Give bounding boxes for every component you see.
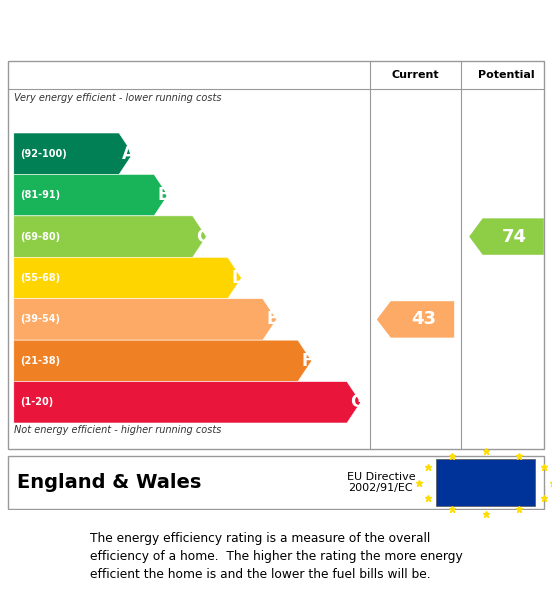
Text: G: G bbox=[351, 394, 364, 411]
Polygon shape bbox=[14, 257, 242, 299]
Text: 43: 43 bbox=[411, 310, 436, 329]
Text: (39-54): (39-54) bbox=[20, 314, 60, 324]
Polygon shape bbox=[14, 299, 277, 340]
Text: D: D bbox=[231, 269, 245, 287]
Text: (69-80): (69-80) bbox=[20, 232, 61, 242]
Text: (21-38): (21-38) bbox=[20, 356, 61, 366]
Text: Energy Efficiency Rating: Energy Efficiency Rating bbox=[11, 15, 337, 39]
Polygon shape bbox=[14, 340, 312, 381]
Text: (81-91): (81-91) bbox=[20, 190, 61, 200]
Text: (1-20): (1-20) bbox=[20, 397, 54, 407]
Text: Not energy efficient - higher running costs: Not energy efficient - higher running co… bbox=[14, 425, 221, 435]
Bar bbox=[436, 459, 535, 506]
Text: Very energy efficient - lower running costs: Very energy efficient - lower running co… bbox=[14, 93, 221, 103]
Polygon shape bbox=[14, 175, 168, 216]
Text: EU Directive
2002/91/EC: EU Directive 2002/91/EC bbox=[347, 471, 415, 493]
Text: The energy efficiency rating is a measure of the overall
efficiency of a home.  : The energy efficiency rating is a measur… bbox=[89, 532, 463, 581]
Text: (92-100): (92-100) bbox=[20, 149, 67, 159]
Text: F: F bbox=[301, 352, 312, 370]
Text: Current: Current bbox=[392, 70, 439, 80]
Text: 74: 74 bbox=[501, 227, 527, 246]
Polygon shape bbox=[14, 216, 206, 257]
Polygon shape bbox=[14, 133, 133, 175]
Text: England & Wales: England & Wales bbox=[17, 473, 201, 492]
Polygon shape bbox=[14, 381, 361, 423]
Polygon shape bbox=[377, 301, 454, 338]
Text: (55-68): (55-68) bbox=[20, 273, 61, 283]
Polygon shape bbox=[469, 218, 544, 255]
Text: C: C bbox=[196, 227, 208, 246]
Text: B: B bbox=[157, 186, 170, 204]
Text: E: E bbox=[266, 310, 278, 329]
Text: Potential: Potential bbox=[478, 70, 535, 80]
Text: A: A bbox=[123, 145, 135, 162]
